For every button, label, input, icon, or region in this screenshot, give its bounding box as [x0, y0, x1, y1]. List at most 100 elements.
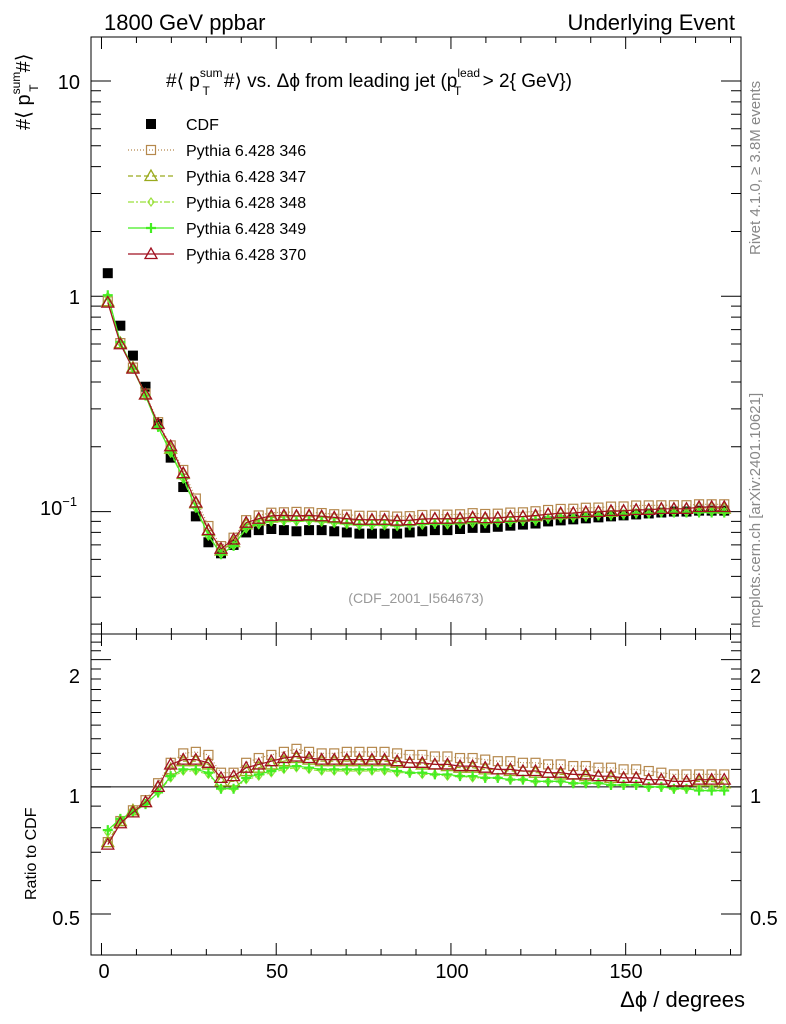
- mc-point-main: [616, 503, 631, 516]
- mc-point-ratio: [392, 766, 403, 777]
- mc-point-main: [694, 507, 705, 518]
- mc-point-ratio: [264, 753, 279, 767]
- series-line-main: [107, 301, 725, 547]
- mc-point-main: [603, 503, 619, 517]
- mc-point-ratio: [540, 765, 556, 778]
- mc-point-ratio: [568, 760, 579, 772]
- mc-point-main: [163, 438, 178, 452]
- mc-point-main: [530, 515, 541, 526]
- cdf-point: [316, 525, 327, 536]
- mc-point-main: [706, 507, 717, 518]
- mc-point-ratio: [429, 769, 440, 780]
- mc-point-ratio: [681, 769, 692, 780]
- ratio-tick-right-2: 2: [750, 666, 761, 688]
- mc-point-ratio: [327, 752, 342, 765]
- cdf-point: [115, 320, 126, 331]
- legend-markers: [128, 119, 174, 260]
- mc-point-ratio: [278, 762, 289, 773]
- mc-point-ratio: [515, 763, 531, 777]
- mc-point-ratio: [188, 752, 203, 765]
- mc-point-ratio: [115, 813, 126, 824]
- mc-point-ratio: [203, 767, 214, 778]
- mc-point-ratio: [239, 760, 254, 773]
- mc-point-ratio: [216, 783, 226, 794]
- mc-point-ratio: [163, 757, 178, 770]
- cdf-point: [278, 525, 289, 536]
- mc-point-main: [666, 501, 682, 514]
- main-title: #⟨ psum T #⟩ vs. Δϕ from leading jet (plea…: [166, 66, 572, 98]
- mc-point-ratio: [566, 767, 581, 780]
- header-left: 1800 GeV ppbar: [104, 10, 265, 35]
- mc-point-ratio: [668, 783, 679, 794]
- mc-point-ratio: [530, 776, 541, 787]
- legend-label-349: Pythia 6.428 349: [186, 221, 306, 238]
- mc-point-ratio: [417, 767, 428, 778]
- cdf-point: [455, 523, 466, 534]
- mc-point-ratio: [176, 752, 191, 765]
- mc-point-ratio: [490, 762, 505, 775]
- mc-point-main: [505, 517, 516, 528]
- x-tick-label-0: 0: [98, 961, 109, 983]
- mc-point-ratio: [339, 752, 354, 765]
- mc-point-main: [515, 509, 531, 522]
- mc-point-ratio: [618, 780, 629, 791]
- mc-point-ratio: [643, 765, 654, 777]
- mc-point-main: [566, 505, 581, 519]
- mc-point-ratio: [505, 774, 516, 785]
- mc-point-ratio: [329, 764, 340, 775]
- analysis-id: (CDF_2001_I564673): [348, 590, 483, 606]
- mc-point-ratio: [153, 787, 164, 798]
- mc-point-ratio: [253, 769, 264, 780]
- ratio-tick-right-0p5: 0.5: [750, 908, 778, 930]
- cdf-point: [178, 482, 189, 493]
- mc-point-ratio: [593, 762, 604, 773]
- mc-point-ratio: [404, 749, 415, 761]
- cdf-point: [203, 537, 214, 548]
- mc-point-main: [719, 507, 730, 518]
- x-tick-label-150: 150: [609, 961, 642, 983]
- rivet-label: Rivet 4.1.0, ≥ 3.8M events: [747, 81, 764, 255]
- cdf-point: [127, 350, 138, 361]
- mc-point-ratio: [178, 748, 189, 759]
- mc-point-main: [691, 499, 707, 513]
- mc-point-ratio: [591, 768, 606, 782]
- mc-point-ratio: [316, 764, 327, 775]
- mc-point-ratio: [656, 781, 667, 792]
- mc-point-main: [301, 508, 317, 521]
- series-line-ratio: [107, 755, 725, 845]
- mc-point-main: [150, 416, 166, 430]
- mc-point-main: [578, 504, 593, 518]
- mc-point-ratio: [603, 768, 619, 782]
- mc-point-ratio: [276, 750, 292, 764]
- mc-point-ratio: [291, 761, 302, 772]
- ratio-plot-series: [100, 743, 732, 850]
- mc-point-main: [201, 522, 216, 536]
- mc-point-ratio: [377, 752, 392, 765]
- mc-point-ratio: [706, 769, 717, 780]
- cdf-point: [190, 511, 201, 522]
- cdf-point: [417, 526, 428, 537]
- mc-point-ratio: [150, 779, 166, 792]
- mc-point-ratio: [693, 769, 705, 780]
- cdf-point: [429, 525, 440, 536]
- mc-point-ratio: [492, 756, 503, 767]
- mc-point-ratio: [492, 772, 503, 783]
- legend-label-370: Pythia 6.428 370: [186, 247, 306, 264]
- mc-point-main: [390, 513, 405, 526]
- mc-point-ratio: [113, 815, 128, 829]
- mc-point-main: [480, 518, 491, 529]
- mc-point-main: [629, 502, 644, 516]
- mc-point-ratio: [102, 825, 113, 836]
- mc-point-ratio: [719, 785, 730, 796]
- header-right: Underlying Event: [567, 10, 735, 35]
- mc-point-ratio: [517, 774, 528, 785]
- mc-point-main: [591, 504, 606, 518]
- mc-point-ratio: [427, 757, 442, 770]
- ratio-ylabel: Ratio to CDF: [23, 807, 40, 900]
- mc-point-ratio: [517, 757, 529, 768]
- mc-point-main: [717, 499, 732, 513]
- mc-point-main: [641, 502, 656, 515]
- mc-point-ratio: [190, 764, 201, 775]
- tick-marks: [91, 37, 741, 956]
- legend-marker: [146, 223, 156, 233]
